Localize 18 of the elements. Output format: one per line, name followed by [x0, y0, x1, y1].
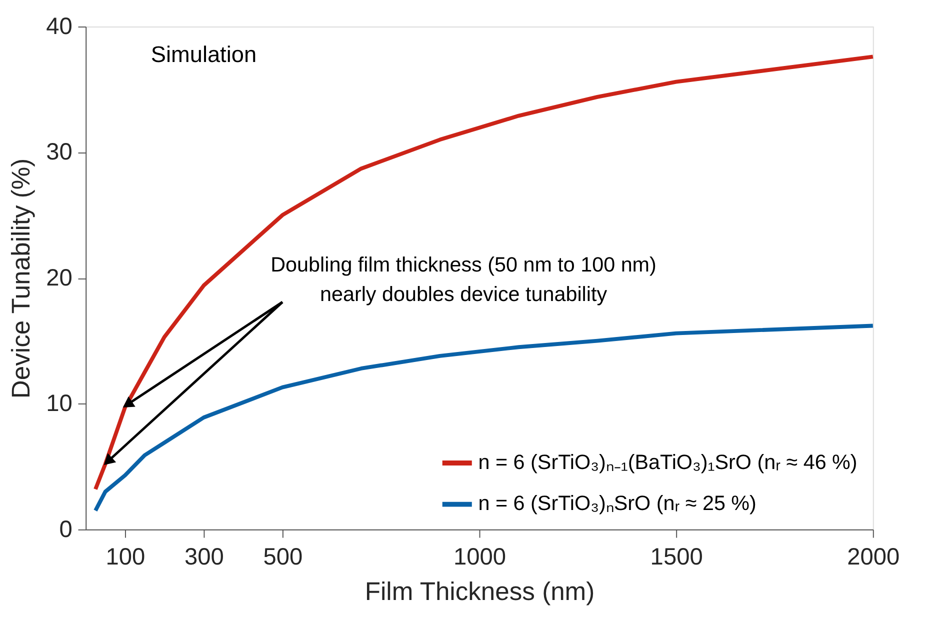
line-series — [93, 324, 875, 513]
legend-label: n = 6 (SrTiO₃)ₙSrO (nᵣ ≈ 25 %) — [478, 492, 756, 516]
y-tick-label: 40 — [46, 14, 72, 40]
x-tick-label: 500 — [263, 544, 303, 570]
y-tick-label: 0 — [59, 516, 72, 543]
legend-label: n = 6 (SrTiO₃)ₙ₋₁(BaTiO₃)₁SrO (nᵣ ≈ 46 %) — [478, 450, 858, 474]
x-tick-label: 1000 — [453, 544, 506, 570]
annotation: Doubling film thickness (50 nm to 100 nm) nearly doubles device tunability — [270, 254, 656, 306]
x-tick-label: 2000 — [847, 544, 900, 570]
x-tick-label: 300 — [184, 544, 224, 570]
y-axis-title: Device Tunability (%) — [7, 158, 36, 399]
y-tick-label: 30 — [46, 140, 72, 166]
x-tick-label: 100 — [106, 544, 146, 570]
annotation: Simulation — [150, 42, 257, 67]
x-axis-title: Film Thickness (nm) — [364, 578, 595, 606]
y-tick-label: 10 — [46, 391, 72, 418]
y-tick-label: 20 — [46, 265, 72, 292]
x-tick-label: 1500 — [650, 544, 703, 570]
